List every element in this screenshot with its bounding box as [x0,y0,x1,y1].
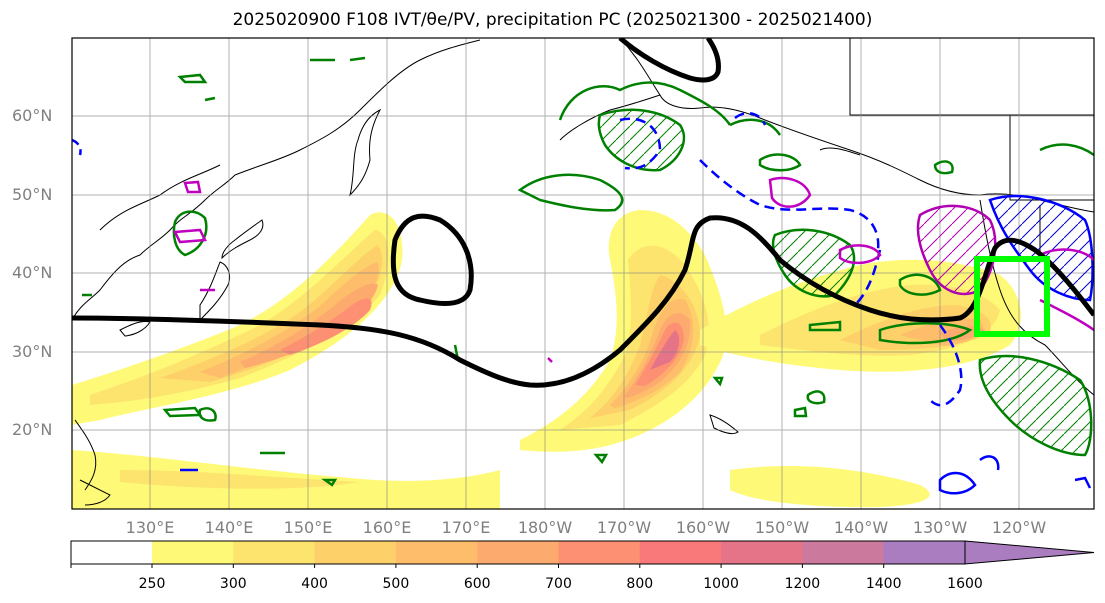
colorbar-segment [639,541,722,564]
colorbar-segment [477,541,559,564]
colorbar-tick-label: 600 [463,576,491,592]
highlight-box [974,256,1050,337]
colorbar-segment [233,541,316,564]
colorbar-tick-label: 1200 [784,576,821,592]
theta-e-contours [72,38,1094,388]
lon-label-170w: 170°W [596,518,652,537]
lon-label-170e: 170°E [441,518,491,537]
colorbar-tick-label: 800 [626,576,654,592]
map-area [72,38,1094,509]
lon-label-140w: 140°W [833,518,889,537]
colorbar-segment [558,541,641,564]
colorbar-tick-label: 250 [138,576,166,592]
lon-label-130w: 130°W [912,518,968,537]
colorbar-tick-label: 500 [382,576,410,592]
colorbar-segment [152,541,234,564]
pv-hatched-regions [597,108,1094,457]
lat-label-60: 60°N [12,106,53,125]
lon-label-140e: 140°E [204,518,254,537]
colorbar-tick-label: 1400 [865,576,902,592]
colorbar-segment-under [71,541,152,564]
lon-label-130e: 130°E [125,518,175,537]
lat-label-30: 30°N [12,342,53,361]
lon-label-160w: 160°W [675,518,731,537]
pv-contours-green [82,56,1094,487]
colorbar-tick-label: 700 [545,576,572,592]
lon-label-160e: 160°E [362,518,412,537]
page-title: 2025020900 F108 IVT/θe/PV, precipitation… [232,10,873,30]
colorbar-frame [70,540,965,565]
colorbar-segment [883,541,966,564]
lat-label-40: 40°N [12,263,53,282]
colorbar-tick-label: 400 [301,576,328,592]
lat-label-50: 50°N [12,185,53,204]
lon-label-150e: 150°E [283,518,333,537]
colorbar-extend-arrow [964,540,1095,565]
colorbar-tick-label: 1600 [947,576,983,592]
lon-label-120w: 120°W [991,518,1047,537]
pv-contours-magenta [173,176,1094,363]
lon-label-180w: 180°W [517,518,573,537]
colorbar [70,540,1095,568]
colorbar-tick-label: 1000 [703,576,739,592]
map-frame [71,37,1095,510]
colorbar-segment [395,541,478,564]
lat-label-20: 20°N [12,420,53,439]
colorbar-segment [721,541,803,564]
colorbar-tick-label: 300 [219,576,247,592]
colorbar-segment [802,541,885,564]
lon-label-150w: 150°W [754,518,810,537]
colorbar-segment [314,541,397,564]
graticule [72,38,1094,509]
